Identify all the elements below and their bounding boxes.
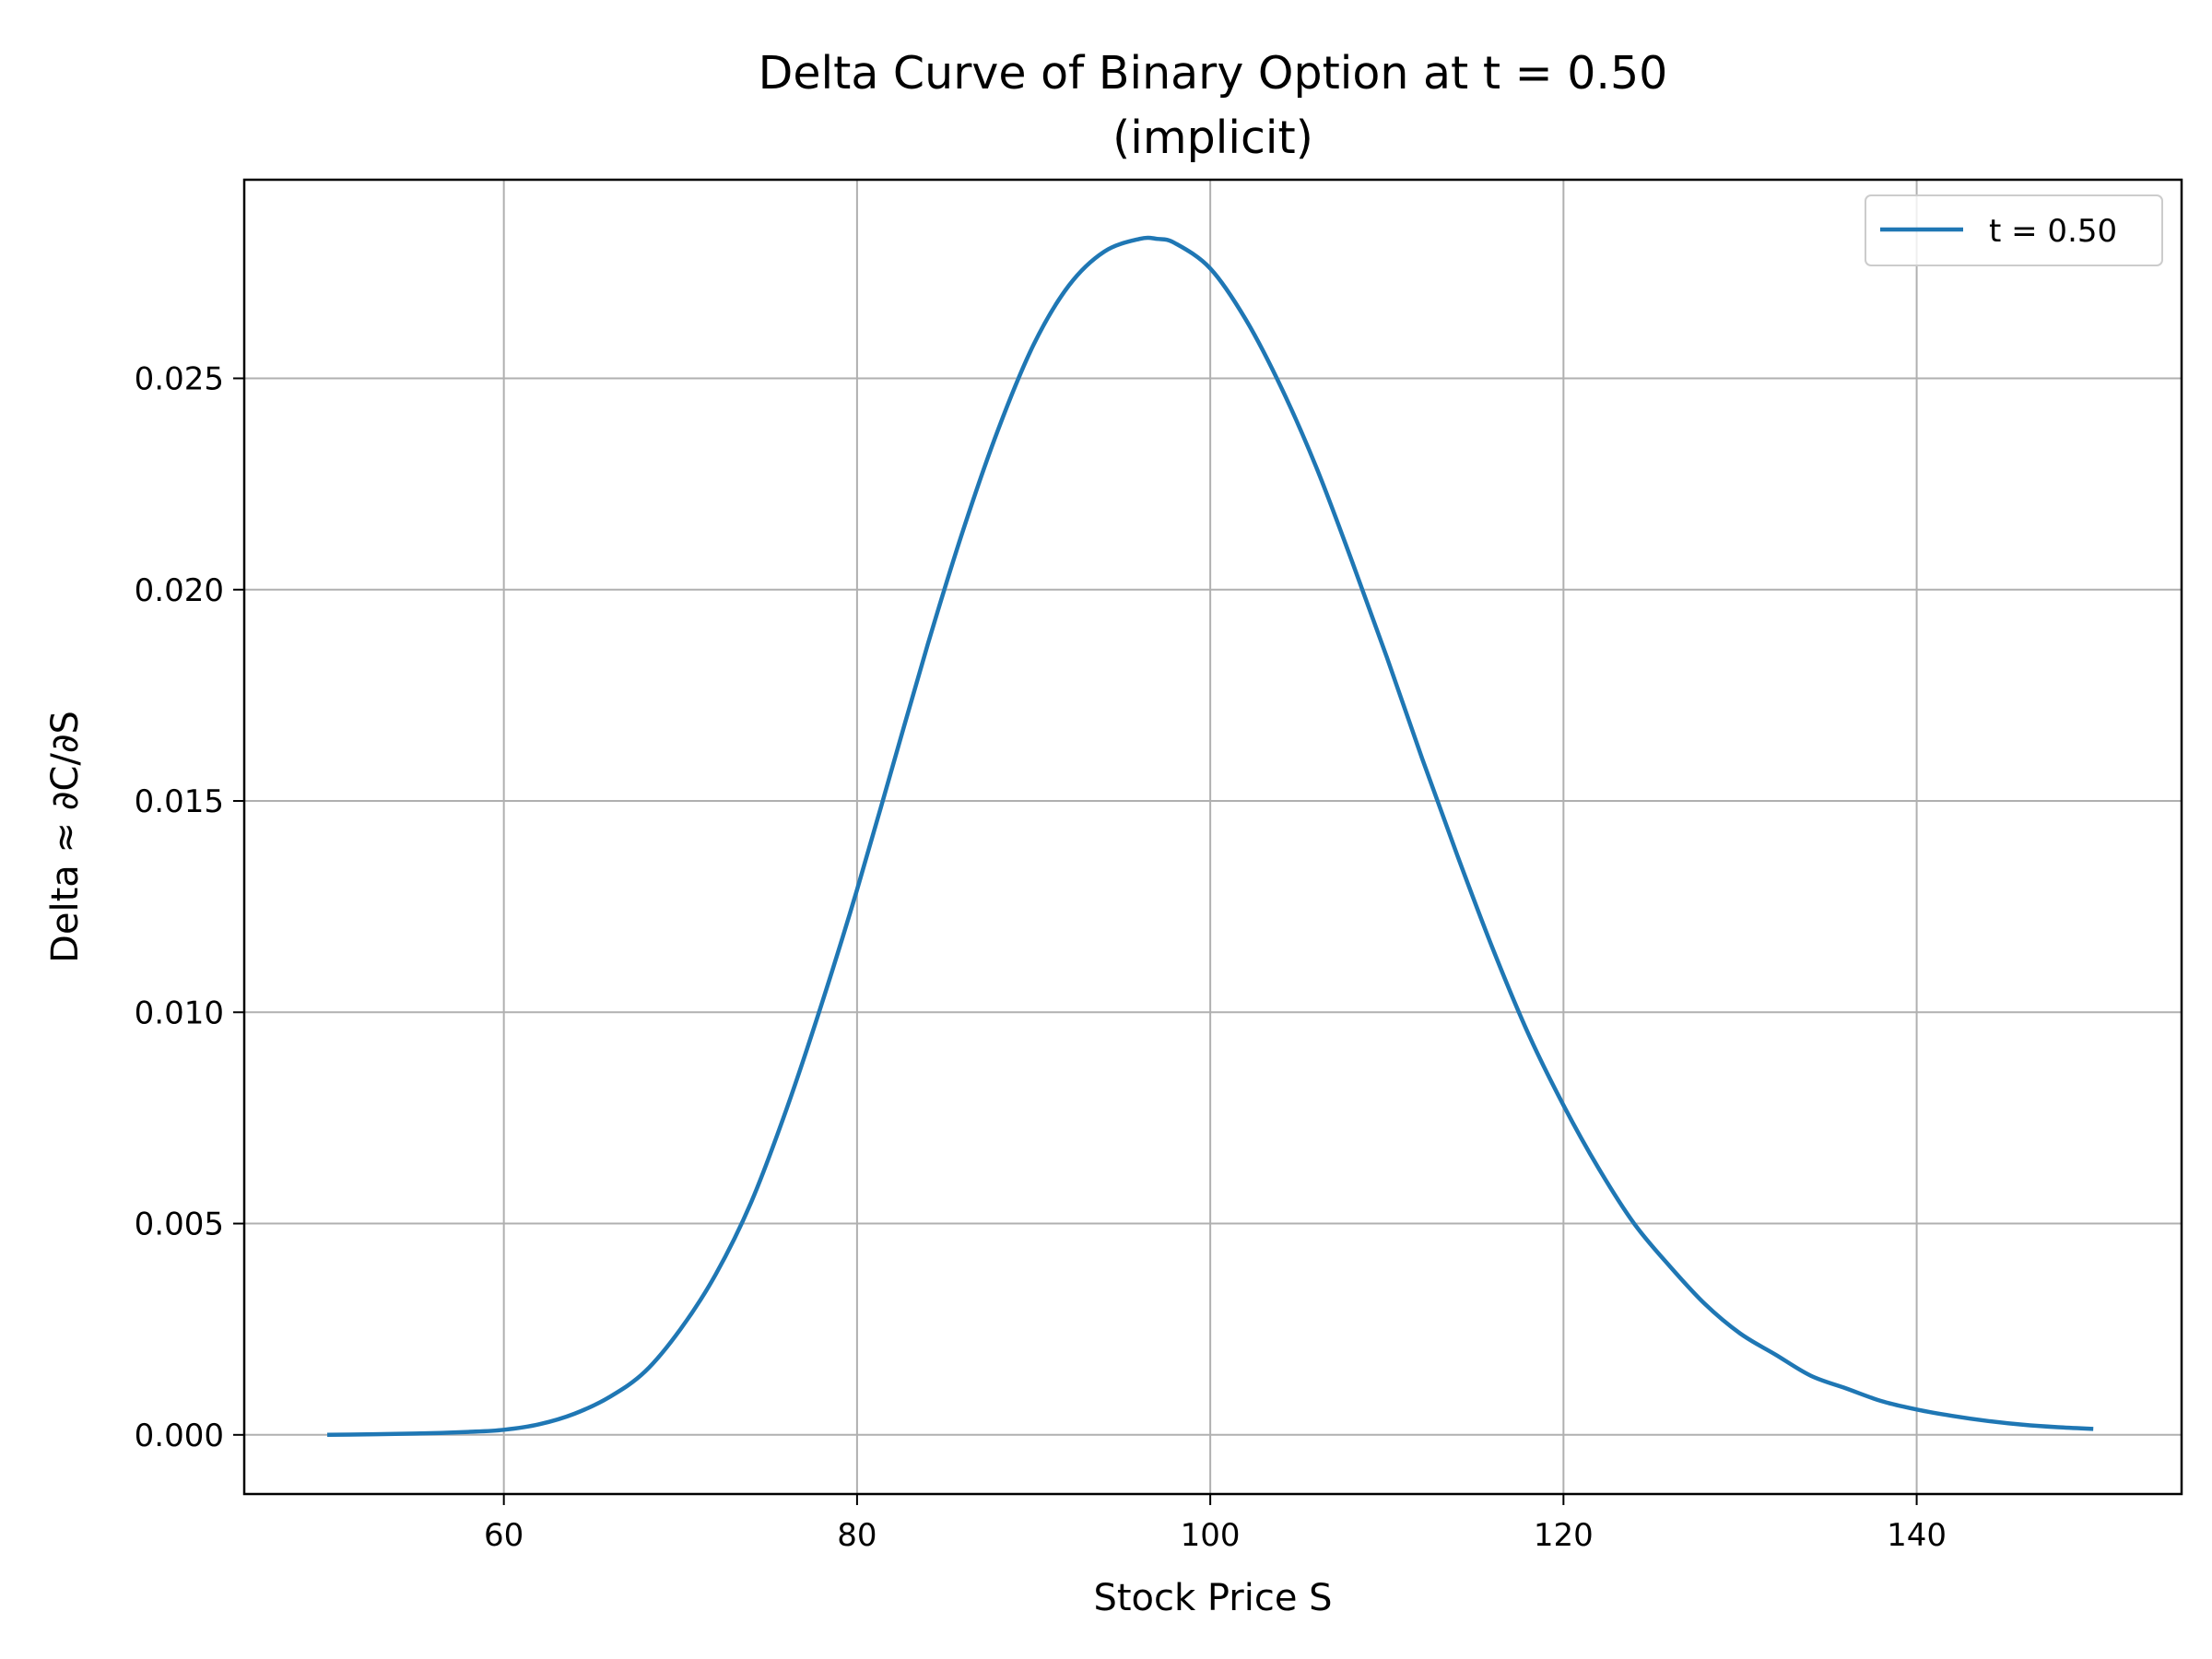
x-tick-label: 100 [1181, 1517, 1241, 1554]
x-tick-label: 80 [837, 1517, 877, 1554]
series-layer [327, 235, 2094, 1438]
y-tick-label: 0.025 [135, 361, 224, 398]
legend-label: t = 0.50 [1989, 213, 2117, 250]
y-tick-label: 0.020 [135, 572, 224, 609]
x-tick-label: 140 [1887, 1517, 1947, 1554]
y-tick-label: 0.015 [135, 783, 224, 820]
chart-title: Delta Curve of Binary Option at t = 0.50 [759, 47, 1668, 100]
y-tick-label: 0.005 [135, 1206, 224, 1243]
legend: t = 0.50 [1865, 194, 2163, 266]
chart-subtitle: (implicit) [1112, 112, 1313, 164]
series-line [327, 235, 2094, 1438]
y-tick-label: 0.010 [135, 994, 224, 1031]
plot-frame [242, 178, 2183, 1496]
y-axis-label: Delta ≈ ∂C/∂S [44, 711, 87, 963]
axis-ticks: 60 80 100 120 140 0.000 0.005 0.010 0.015 0.020 0.… [135, 361, 1947, 1554]
x-tick-label: 60 [484, 1517, 524, 1554]
x-axis-label: Stock Price S [1093, 1577, 1332, 1619]
grid [244, 180, 2182, 1494]
legend-box [1865, 194, 2163, 266]
y-tick-label: 0.000 [135, 1418, 224, 1454]
x-tick-label: 120 [1534, 1517, 1594, 1554]
